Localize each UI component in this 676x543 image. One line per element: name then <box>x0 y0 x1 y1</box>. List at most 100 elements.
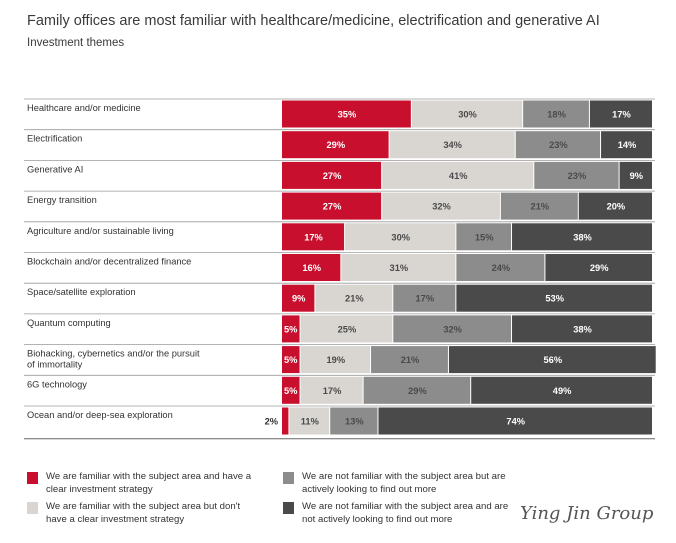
data-label: 34% <box>443 140 462 150</box>
legend-swatch <box>27 502 38 514</box>
category-label: Biohacking, cybernetics and/or the pursu… <box>27 349 200 370</box>
data-label: 27% <box>323 202 342 212</box>
data-label: 5% <box>284 386 298 396</box>
chart-title: Family offices are most familiar with he… <box>27 13 600 29</box>
bar-segment <box>330 407 378 435</box>
legend-item: We are not familiar with the subject are… <box>283 500 512 526</box>
data-label: 17% <box>612 110 631 120</box>
data-label: 29% <box>408 386 427 396</box>
bar-segment <box>300 346 371 374</box>
bar-segment <box>282 223 345 251</box>
category-label: Ocean and/or deep-sea exploration <box>27 410 173 420</box>
bar-segment <box>512 315 652 343</box>
data-label: 38% <box>573 324 592 334</box>
bar-segment <box>601 131 652 159</box>
bar-segment <box>545 254 652 281</box>
legend-swatch <box>283 472 294 484</box>
bar-segment <box>282 284 315 312</box>
category-label: Agriculture and/or sustainable living <box>27 226 174 236</box>
legend-label: We are familiar with the subject area an… <box>46 471 252 495</box>
bar-segment <box>282 161 382 189</box>
data-label: 17% <box>304 232 323 242</box>
bar-segment <box>282 315 300 343</box>
data-label: 30% <box>391 232 410 242</box>
data-label: 24% <box>492 263 511 273</box>
bar-segment <box>300 376 363 404</box>
bar-segment <box>363 376 471 404</box>
bar-segment <box>282 254 341 281</box>
data-label: 11% <box>301 417 320 427</box>
data-label: 74% <box>506 417 525 427</box>
data-label: 19% <box>326 355 345 365</box>
bar-segment <box>456 284 652 312</box>
category-label: Blockchain and/or decentralized finance <box>27 257 191 267</box>
legend-label: We are not familiar with the subject are… <box>302 501 509 525</box>
data-label: 13% <box>345 417 364 427</box>
data-label: 30% <box>458 110 477 120</box>
legend-item: We are familiar with the subject area bu… <box>27 500 256 526</box>
data-label: 9% <box>292 294 306 304</box>
data-label: 29% <box>590 263 609 273</box>
data-label: 35% <box>338 110 357 120</box>
bar-segment <box>411 100 523 128</box>
legend-label: We are not familiar with the subject are… <box>302 471 506 495</box>
chart-subtitle: Investment themes <box>27 37 125 49</box>
bar-segment <box>515 131 601 159</box>
data-label: 21% <box>531 202 550 212</box>
data-label: 5% <box>284 355 298 365</box>
bar-segment <box>393 284 456 312</box>
bar-segment <box>589 100 652 128</box>
category-label: Healthcare and/or medicine <box>27 103 141 113</box>
category-label: 6G technology <box>27 379 87 389</box>
data-label: 16% <box>302 263 321 273</box>
bar-segment <box>393 315 512 343</box>
data-label: 21% <box>401 355 420 365</box>
bar-segment <box>282 346 300 374</box>
bar-segment <box>389 131 515 159</box>
stacked-bar-chart: Healthcare and/or medicine 35% 30% 18% 17% El… <box>24 98 656 440</box>
bar-segment <box>345 223 456 251</box>
data-label: 29% <box>326 140 345 150</box>
bar-segment <box>378 407 652 435</box>
bar-segment <box>300 315 393 343</box>
bar-segment <box>341 254 456 281</box>
data-label: 21% <box>345 294 364 304</box>
bar-segment <box>578 192 652 220</box>
data-label: 31% <box>390 263 409 273</box>
data-label: 27% <box>323 171 342 181</box>
legend-item: We are not familiar with the subject are… <box>283 470 512 496</box>
data-label: 2% <box>265 417 279 427</box>
data-label: 23% <box>549 140 568 150</box>
legend-label: We are familiar with the subject area bu… <box>46 501 241 525</box>
bar-segment <box>534 161 619 189</box>
data-label: 38% <box>573 232 592 242</box>
bar-segment <box>282 100 411 128</box>
legend-item: We are familiar with the subject area an… <box>27 470 256 496</box>
bar-segment <box>282 192 382 220</box>
bar-segment <box>289 407 330 435</box>
category-label: Space/satellite exploration <box>27 287 136 297</box>
bar-segment <box>282 131 389 159</box>
bar-segment <box>456 254 545 281</box>
category-label: Energy transition <box>27 195 97 205</box>
bar-segment <box>382 161 534 189</box>
data-label: 23% <box>568 171 587 181</box>
data-label: 9% <box>630 171 644 181</box>
data-label: 5% <box>284 324 298 334</box>
data-label: 17% <box>323 386 342 396</box>
bar-segment <box>471 376 652 404</box>
bar-segment <box>512 223 652 251</box>
data-label: 53% <box>545 294 564 304</box>
category-label: Electrification <box>27 134 82 144</box>
bar-segment <box>500 192 578 220</box>
data-label: 17% <box>416 294 435 304</box>
bar-segment <box>523 100 589 128</box>
data-label: 18% <box>547 110 566 120</box>
bar-segment <box>315 284 393 312</box>
bar-segment <box>382 192 500 220</box>
data-label: 15% <box>475 232 494 242</box>
legend-swatch <box>27 472 38 484</box>
bar-segment <box>619 161 652 189</box>
bar-segment <box>456 223 512 251</box>
bar-segment <box>448 346 656 374</box>
